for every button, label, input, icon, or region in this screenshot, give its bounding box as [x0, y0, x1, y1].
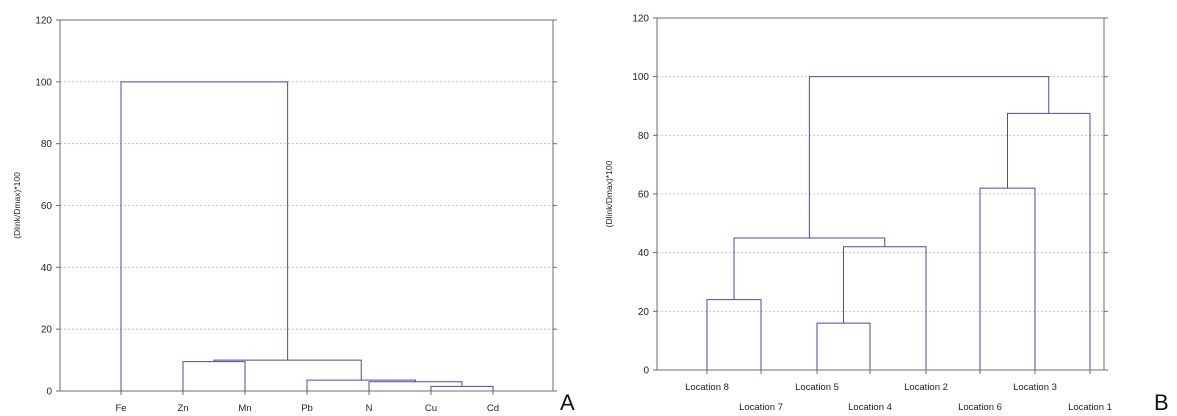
y-tick-label: 60 [41, 201, 53, 212]
leaf-label: Location 5 [795, 382, 839, 393]
leaf-label: Zn [177, 403, 188, 414]
y-tick-label: 120 [35, 16, 52, 27]
leaf-label: Location 6 [958, 402, 1002, 413]
y-tick-label: 20 [41, 325, 53, 336]
y-tick-label: 40 [638, 248, 650, 259]
dendrogram-panel-a: 0 20 40 60 80 100 120 (Dlink/Dmax)*100 Fe Zn Mn Pb N… [12, 16, 575, 416]
dendrogram-link [843, 246, 927, 370]
y-tick-label: 40 [41, 263, 53, 274]
leaf-label: N [366, 403, 373, 414]
leaf-label: Location 2 [904, 382, 948, 393]
dendrogram-link [808, 76, 1050, 238]
leaf-label: Cu [425, 403, 437, 414]
y-axis-title: (Dlink/Dmax)*100 [604, 160, 614, 227]
leaf-label: Location 3 [1013, 382, 1057, 393]
dendrogram-link [706, 299, 762, 370]
y-tick-label: 0 [46, 387, 52, 398]
plot-frame [656, 17, 1105, 371]
leaf-label: Location 1 [1068, 402, 1112, 413]
leaf-label: Pb [301, 403, 313, 414]
leaf-label: Location 4 [848, 402, 892, 413]
dendrogram-link [1007, 112, 1091, 370]
dendrogram-link [213, 359, 362, 381]
y-axis-title: (Dlink/Dmax)*100 [12, 172, 22, 239]
dendrogram-panel-b: 0 20 40 60 80 100 120 (Dlink/Dmax)*100 Location … [604, 14, 1169, 416]
y-tick-label: 100 [35, 77, 52, 88]
panel-letter: B [1154, 390, 1169, 415]
dendrogram-link [120, 81, 289, 391]
y-tick-label: 80 [638, 131, 650, 142]
y-tick-label: 20 [638, 307, 650, 318]
leaf-label: Location 7 [739, 402, 783, 413]
y-tick-label: 0 [643, 366, 649, 377]
y-tick-label: 60 [638, 190, 650, 201]
dendrogram-link [816, 322, 871, 370]
y-tick-label: 80 [41, 139, 53, 150]
y-tick-label: 120 [632, 14, 649, 25]
panel-letter: A [560, 390, 575, 415]
dendrogram-link [430, 385, 494, 391]
dendrogram-link [182, 361, 246, 391]
leaf-label: Mn [238, 403, 251, 414]
leaf-label: Location 8 [685, 382, 729, 393]
y-tick-label: 100 [632, 72, 649, 83]
dendrogram-link [979, 187, 1036, 370]
leaf-label: Fe [115, 403, 126, 414]
leaf-label: Cd [487, 403, 499, 414]
